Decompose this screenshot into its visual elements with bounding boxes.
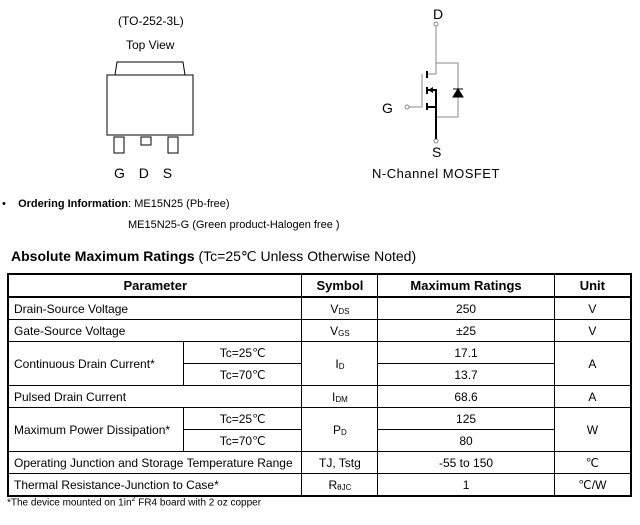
header-row: Parameter Symbol Maximum Ratings Unit — [7, 273, 632, 298]
pin-g: G — [114, 165, 125, 181]
table-row: Pulsed Drain Current IDM 68.6 A — [7, 385, 632, 408]
table-row: Drain-Source Voltage VDS 250 V — [7, 296, 632, 320]
ordering-label: Ordering Information — [18, 198, 129, 210]
drain-label: D — [433, 6, 444, 22]
table-row: Continuous Drain Current* Tc=25℃ ID 17.1 A — [7, 341, 632, 386]
mosfet-symbol — [404, 21, 464, 144]
source-label: S — [432, 144, 442, 160]
footnote: *The device mounted on 1in2 FR4 board wi… — [7, 496, 262, 509]
ordering-line2: ME15N25-G (Green product-Halogen free ) — [128, 219, 340, 231]
table-row: Thermal Resistance-Junction to Case* RθJC… — [7, 473, 632, 497]
ordering-line1: : ME15N25 (Pb-free) — [128, 198, 230, 210]
package-view: Top View — [126, 38, 175, 52]
gate-label: G — [382, 100, 393, 116]
pin-d: D — [138, 165, 149, 181]
table-row: Gate-Source Voltage VGS ±25 V — [7, 319, 632, 342]
table-row: Maximum Power Dissipation* Tc=25℃ PD 125 W — [7, 407, 632, 452]
package-drawing — [106, 61, 194, 154]
section-title: Absolute Maximum Ratings — [11, 248, 195, 264]
table-row: Operating Junction and Storage Temperatu… — [7, 451, 632, 474]
package-name: (TO-252-3L) — [118, 14, 184, 28]
schematic-caption: N-Channel MOSFET — [372, 166, 500, 181]
ratings-table: Parameter Symbol Maximum Ratings Unit Drain… — [7, 273, 632, 497]
bullet: • — [2, 198, 6, 210]
pin-s: S — [162, 165, 173, 181]
section-condition: (Tc=25℃ Unless Otherwise Noted) — [198, 248, 417, 264]
